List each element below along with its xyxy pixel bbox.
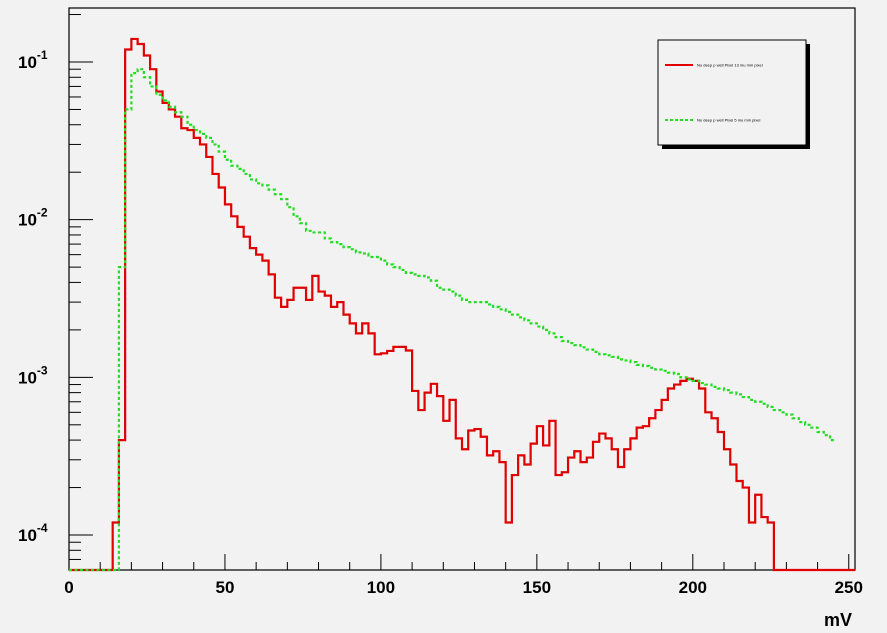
legend-box xyxy=(657,39,807,146)
x-tick-label-0: 0 xyxy=(64,578,73,597)
series-layer xyxy=(69,37,855,572)
y-tick-label-1: 10-2 xyxy=(18,206,48,230)
legend-entry-series-0: No deep p well Pixel 13 mu mm pixel xyxy=(697,63,763,68)
x-axis-label: mV xyxy=(824,610,852,630)
series-1-histogram xyxy=(69,68,837,572)
y-tick-label-2: 10-3 xyxy=(18,363,48,387)
x-tick-label-1: 50 xyxy=(215,578,234,597)
x-tick-label-4: 200 xyxy=(679,578,707,597)
x-tick-label-2: 100 xyxy=(367,578,395,597)
legend: No deep p well Pixel 13 mu mm pixel No d… xyxy=(657,39,810,149)
y-tick-label-3: 10-4 xyxy=(18,521,48,545)
y-tick-label-0: 10-1 xyxy=(18,48,48,72)
y-axis-ticks: 10-1 10-2 10-3 10-4 xyxy=(18,14,93,571)
x-tick-label-5: 250 xyxy=(835,578,863,597)
legend-entry-series-1: No deep p well Pixel 5 mu mm pixel xyxy=(697,118,760,123)
x-tick-label-3: 150 xyxy=(523,578,551,597)
x-axis-ticks: 0 50 100 150 200 250 xyxy=(64,554,863,597)
series-0-histogram xyxy=(69,37,855,572)
